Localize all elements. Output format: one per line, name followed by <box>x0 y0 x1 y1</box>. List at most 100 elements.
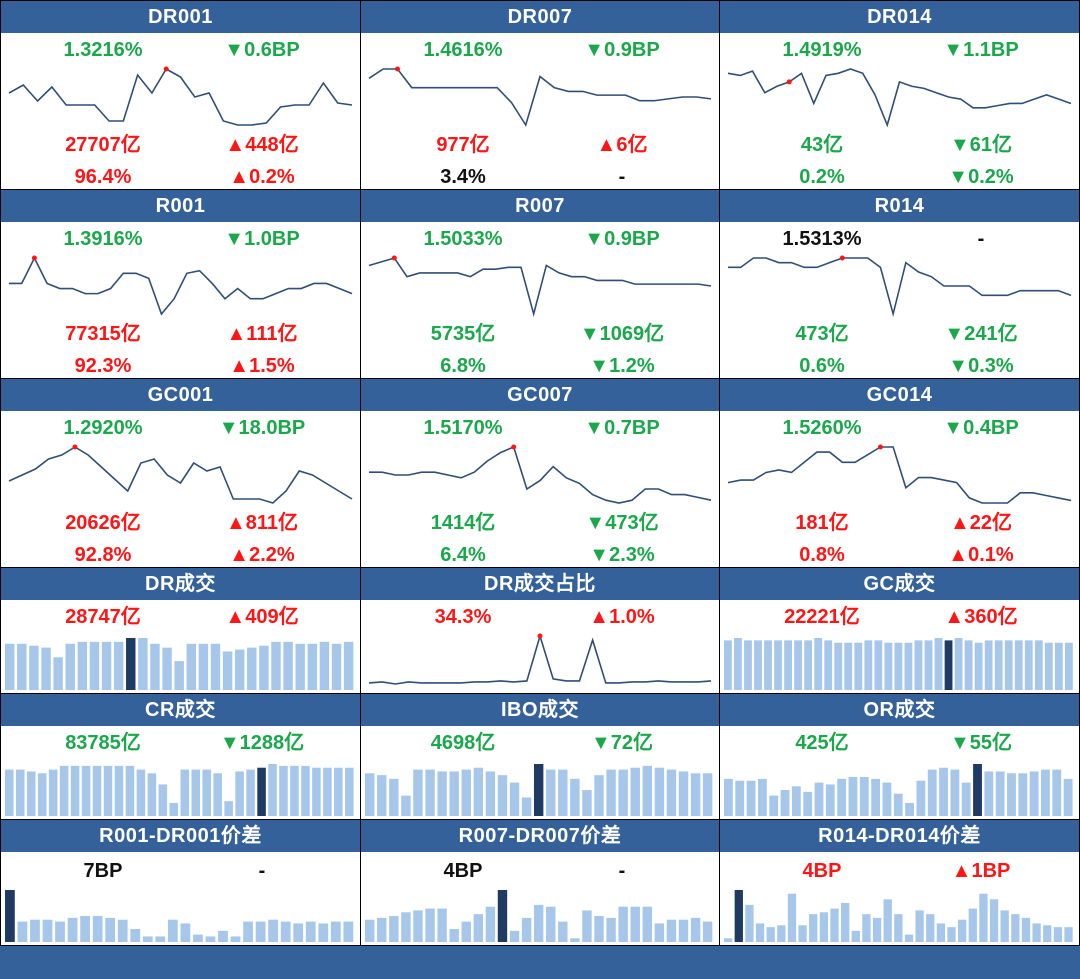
panel-title: GC成交 <box>720 568 1079 600</box>
r001-dr001-bar <box>117 919 128 942</box>
rate-change: ▼1.1BP <box>943 39 1019 61</box>
gc-vol-bar <box>964 640 973 690</box>
r001-dr001-bar <box>17 921 28 942</box>
r001-dr001-bar <box>293 923 304 942</box>
or-vol-bar <box>893 793 903 816</box>
r001-dr001-bar <box>30 919 40 942</box>
gc-vol-bar <box>1054 642 1063 690</box>
r001-line <box>9 256 353 316</box>
panel-title: GC014 <box>720 379 1079 411</box>
r001-dr001-bar <box>330 921 341 942</box>
r007-dr007-bar <box>702 921 713 942</box>
volume-change: ▲6亿 <box>596 134 648 156</box>
volume-value: 28747亿 <box>65 606 141 628</box>
or-vol-bar <box>1018 773 1028 816</box>
or-vol-bar <box>803 791 813 816</box>
rate-change: ▼0.4BP <box>943 417 1019 439</box>
rate-change: - <box>977 228 985 250</box>
dr-vol-bar <box>210 643 221 690</box>
gc-vol-bar <box>794 640 803 690</box>
dr-vol-bar <box>295 643 305 690</box>
gc-vol-bar <box>894 642 903 690</box>
panel-title: R007 <box>361 190 719 222</box>
spread-bars <box>5 890 354 942</box>
r014-dr014-bar <box>724 938 733 942</box>
r014-dr014-bar <box>777 925 786 942</box>
gc007-peak-marker <box>511 444 517 450</box>
rate-value: 1.3916% <box>63 228 143 250</box>
share-value: 0.8% <box>799 544 845 566</box>
gc-vol-bar <box>754 640 762 690</box>
gc-vol-bar <box>864 640 873 690</box>
ibo-vol-bar <box>570 778 580 816</box>
cr-vol-bar <box>147 773 157 816</box>
r014-dr014-bar <box>830 908 839 942</box>
ibo-vol-bar <box>690 773 701 816</box>
r007-dr007-bar <box>485 906 496 942</box>
share-value: 96.4% <box>74 166 132 188</box>
gc-vol-bar <box>994 640 1003 690</box>
gc-vol-bar <box>854 642 863 690</box>
panel-r007: R007 1.5033% ▼0.9BP 5735亿 ▼1069亿 6.8% ▼1.2% <box>361 190 719 378</box>
volume-value: 1414亿 <box>430 512 496 534</box>
volume-value: 181亿 <box>795 512 849 534</box>
r014-dr014-bar <box>798 925 807 942</box>
ibo-vol-bar <box>437 771 447 816</box>
dr001-line <box>8 67 353 126</box>
ibo-vol-bar <box>401 795 411 816</box>
r014-dr014-bar <box>862 914 871 942</box>
volume-value: 20626亿 <box>65 512 141 534</box>
cr-vol-bar <box>213 773 222 816</box>
gc-vol-bar <box>1014 640 1023 690</box>
rate-sparkline <box>369 444 712 504</box>
volume-bars <box>5 638 354 690</box>
rate-sparkline <box>368 255 712 318</box>
rate-value: 1.5260% <box>782 417 862 439</box>
dr-vol-bar <box>259 645 269 690</box>
r007-dr007-bar <box>630 906 640 942</box>
panel-title: DR014 <box>720 1 1079 33</box>
gc001-peak-marker <box>72 444 78 450</box>
share-value: 3.4% <box>440 166 486 188</box>
ibo-vol-bar <box>521 797 532 816</box>
ibo-vol-bar <box>702 773 713 816</box>
rate-change: ▼0.7BP <box>584 417 660 439</box>
panel-title: DR成交 <box>1 568 360 600</box>
ibo-vol-bar <box>606 769 616 816</box>
gc-vol-bar <box>924 640 933 690</box>
rate-sparkline <box>8 444 353 504</box>
r007-dr007-bar <box>642 906 652 942</box>
r014-dr014-bar <box>872 917 882 942</box>
panel-cr-vol: CR成交 83785亿 ▼1288亿 <box>1 694 360 819</box>
r014-dr014-bar <box>787 893 797 942</box>
cr-vol-bar <box>224 801 233 816</box>
dr-vol-bar <box>343 641 354 690</box>
share-change: ▲0.1% <box>948 544 1014 566</box>
r014-dr014-bar <box>745 904 754 942</box>
or-vol-bar <box>859 777 869 816</box>
cr-vol-bar <box>26 771 36 816</box>
r014-dr014-bar <box>734 890 743 942</box>
or-vol-bar <box>950 769 960 816</box>
panel-title: DR001 <box>1 1 360 33</box>
r007-dr007-bar <box>461 921 471 942</box>
ibo-vol-bar <box>449 771 459 816</box>
or-vol-bar <box>961 782 971 816</box>
rate-value: 1.2920% <box>63 417 143 439</box>
rate-change: ▼1.0BP <box>224 228 300 250</box>
ibo-vol-bar <box>642 765 652 816</box>
dr-vol-bar <box>186 643 196 690</box>
gc-vol-bar <box>814 638 823 690</box>
r007-dr007-bar <box>546 906 556 942</box>
gc-vol-bar <box>734 638 742 690</box>
r001-dr001-bar <box>318 923 329 942</box>
or-vol-bar <box>724 778 733 816</box>
r014-dr014-bar <box>809 914 818 942</box>
rate-value: 1.5033% <box>423 228 503 250</box>
dr-vol-bar <box>283 641 293 690</box>
volume-value: 43亿 <box>800 134 844 156</box>
ibo-vol-bar <box>582 790 592 816</box>
r007-dr007-bar <box>473 914 484 942</box>
dr-share-peak-marker <box>537 633 543 639</box>
or-vol-bar <box>1029 771 1039 816</box>
